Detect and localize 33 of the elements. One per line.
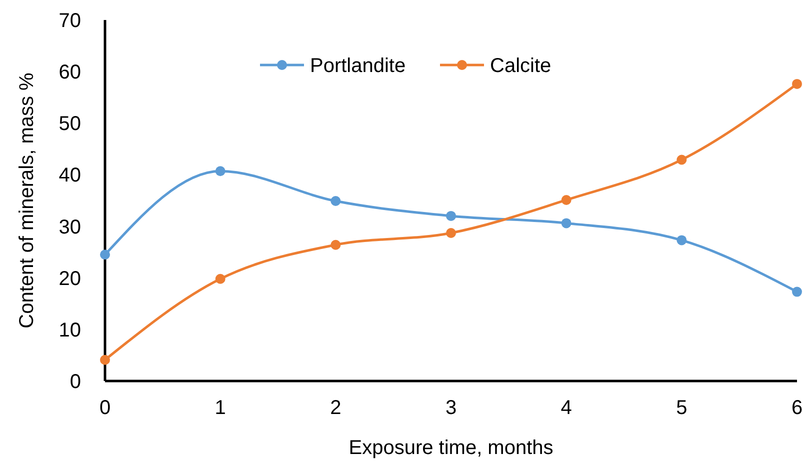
point [676,235,687,246]
y-tick-label: 10 [58,319,81,342]
legend-label: Portlandite [310,55,406,77]
y-tick-label: 70 [58,10,81,32]
legend-label: Calcite [490,55,552,77]
y-axis-title: Content of minerals, mass % [16,72,38,328]
point [100,250,110,260]
y-tick-label: 60 [58,62,81,84]
x-tick-label: 5 [676,397,688,419]
point [792,78,802,89]
point [561,194,572,205]
point [215,274,226,284]
x-tick-label: 0 [99,397,111,419]
x-tick-label: 1 [214,397,226,419]
point [100,354,110,365]
point [676,154,687,165]
point [215,166,226,176]
x-tick-label: 3 [445,397,457,419]
y-tick-label: 20 [58,268,81,290]
point [446,210,456,221]
x-tick-label: 6 [791,397,803,419]
x-axis-title: Exposure time, months [348,437,554,459]
point [446,228,456,238]
y-tick-label: 0 [70,371,81,393]
point [792,286,802,297]
point [330,240,341,250]
point [561,218,572,228]
y-tick-label: 40 [58,164,81,187]
y-tick-label: 30 [58,216,81,238]
x-tick-label: 4 [560,397,572,419]
y-tick-label: 50 [58,113,81,136]
point [330,196,341,206]
x-tick-label: 2 [330,397,342,419]
